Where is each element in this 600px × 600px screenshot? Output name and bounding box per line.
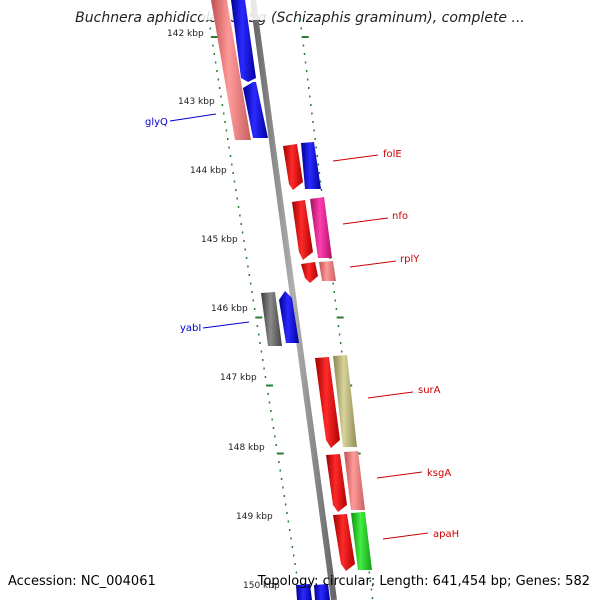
gene-bar[interactable] [333, 355, 357, 447]
gene-label-leader [169, 113, 217, 122]
position-labels: 142 kbp 143 kbp 144 kbp 145 kbp 146 kbp … [167, 29, 280, 591]
gene-bar[interactable] [314, 584, 330, 600]
gene-bar[interactable] [344, 451, 365, 510]
gene-label-leader [382, 532, 429, 540]
gene-bar[interactable] [231, 0, 256, 82]
gene-group-apaH: apaH [333, 512, 459, 571]
gene-bar[interactable] [326, 454, 347, 512]
gene-label-folE[interactable]: folE [383, 149, 402, 160]
gene-group-folE: folE [283, 142, 402, 190]
gene-label-leader [332, 154, 379, 162]
kbp-label: 145 kbp [201, 235, 238, 245]
gene-label-rplY[interactable]: rplY [400, 254, 420, 265]
gene-group-glyQ: glyQ [145, 0, 272, 140]
kbp-label: 144 kbp [190, 166, 227, 176]
gene-bar[interactable] [301, 142, 321, 189]
gene-bar[interactable] [243, 82, 268, 138]
gene-group-yabI: yabI [180, 291, 299, 346]
gene-bar[interactable] [283, 144, 303, 190]
gene-label-leader [376, 471, 423, 479]
gene-bar[interactable] [319, 261, 336, 281]
gene-bar[interactable] [279, 291, 299, 343]
gene-label-glyQ[interactable]: glyQ [145, 117, 168, 128]
gene-label-leader [342, 217, 389, 225]
gene-label-nfo[interactable]: nfo [392, 211, 408, 222]
kbp-label: 146 kbp [211, 304, 248, 314]
gene-label-apaH[interactable]: apaH [433, 529, 459, 540]
gene-bar[interactable] [310, 197, 332, 258]
gene-bar[interactable] [292, 200, 313, 260]
gene-bar[interactable] [261, 292, 282, 346]
gene-bar[interactable] [315, 357, 340, 448]
gene-group-ksgA: ksgA [326, 451, 451, 512]
kbp-label: 143 kbp [178, 97, 215, 107]
gene-group-rplY: rplY [301, 254, 420, 283]
gene-group-nfo: nfo [292, 197, 408, 260]
gene-label-leader [202, 321, 250, 329]
gene-bar[interactable] [301, 262, 318, 283]
gene-bar[interactable] [211, 0, 251, 140]
accession-text: Accession: NC_004061 [8, 574, 156, 589]
gene-label-leader [367, 391, 414, 399]
kbp-label: 150 kbp [243, 581, 280, 591]
gene-label-leader [349, 260, 397, 268]
kbp-label: 147 kbp [220, 373, 257, 383]
gene-group-surA: surA [315, 355, 441, 448]
gene-bar[interactable] [296, 584, 312, 600]
gene-label-surA[interactable]: surA [418, 385, 441, 396]
gene-label-ksgA[interactable]: ksgA [427, 468, 451, 479]
genome-backbone [250, 0, 337, 600]
topology-text: Topology: circular; Length: 641,454 bp; … [257, 574, 590, 589]
gene-bar[interactable] [351, 512, 372, 570]
kbp-label: 149 kbp [236, 512, 273, 522]
gene-label-yabI[interactable]: yabI [180, 323, 201, 334]
kbp-label: 148 kbp [228, 443, 265, 453]
map-title: Buchnera aphidicola str. Sg (Schizaphis … [75, 10, 525, 26]
kbp-label: 142 kbp [167, 29, 204, 39]
gene-bar[interactable] [333, 514, 355, 571]
